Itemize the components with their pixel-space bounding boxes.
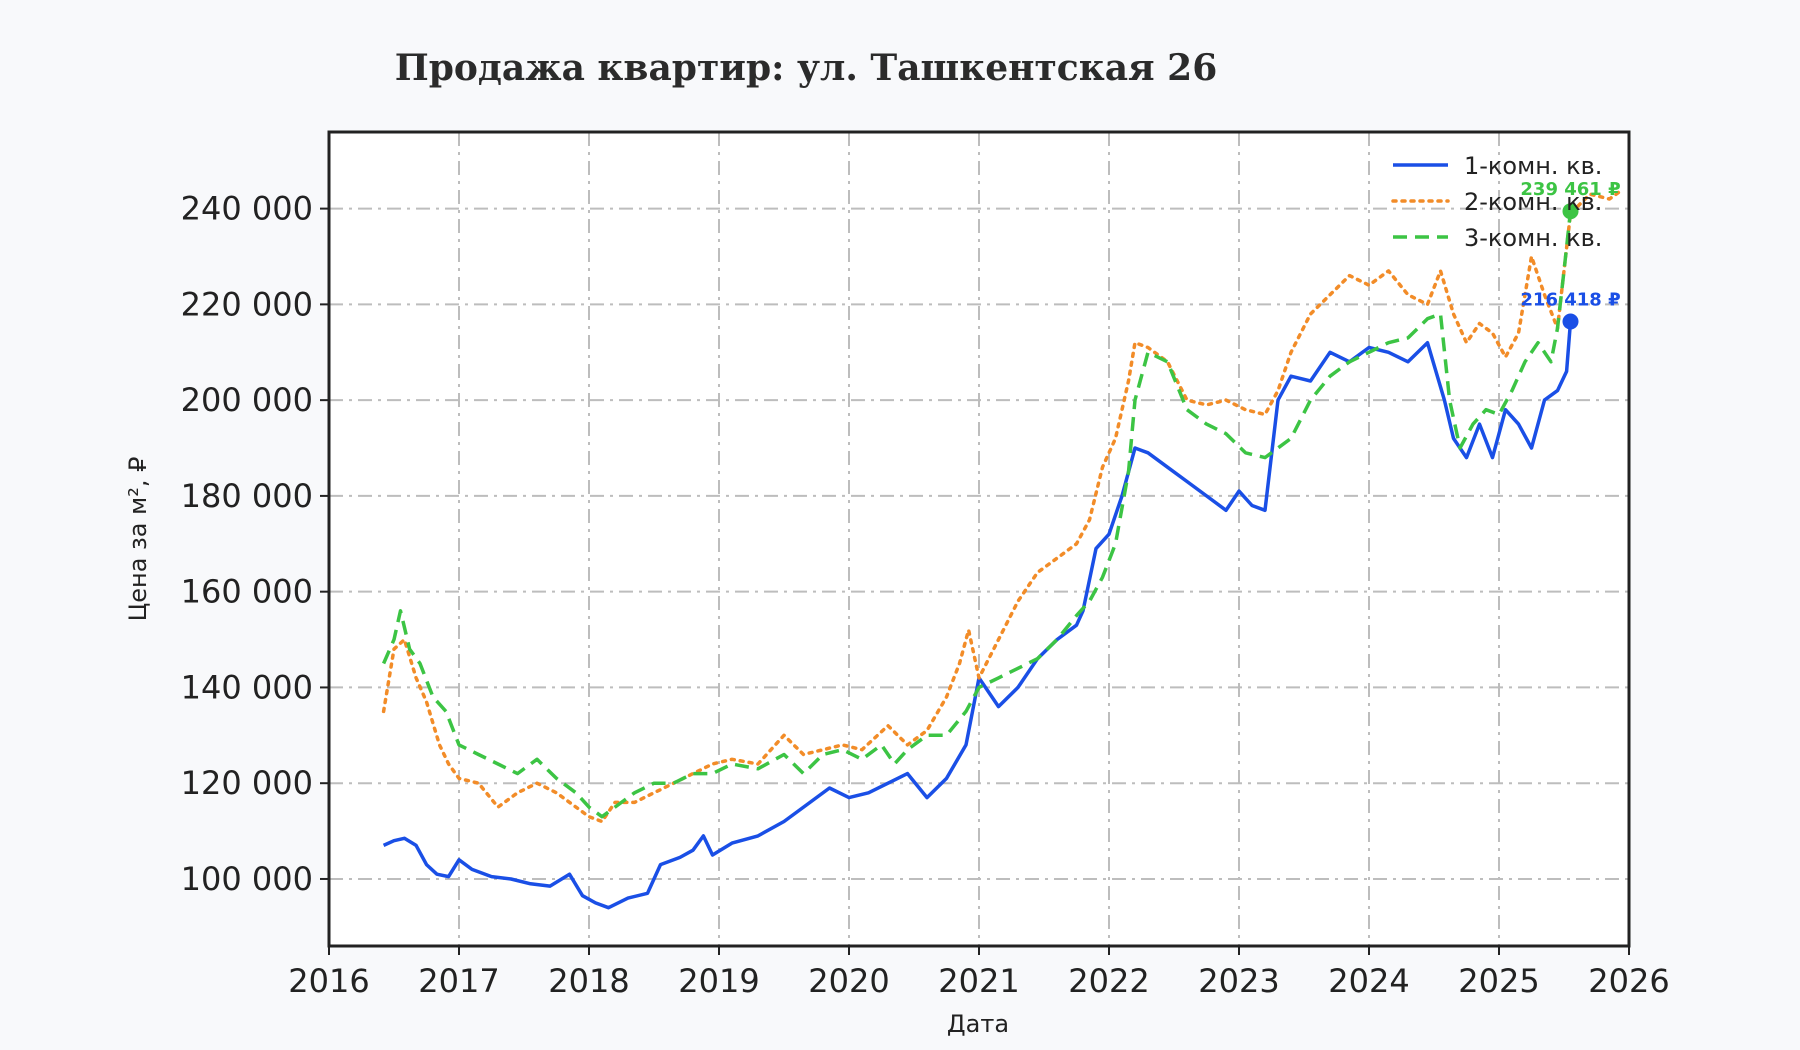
x-tick-label: 2016 <box>288 962 369 1000</box>
series-line-1 <box>382 321 1573 910</box>
x-tick-label: 2024 <box>1328 962 1409 1000</box>
x-tick-label: 2017 <box>418 962 499 1000</box>
x-axis: 2016 2017 2018 2019 2020 2021 2022 2023 2024 2025… <box>288 946 1670 1000</box>
y-tick-label: 220 000 <box>181 285 313 323</box>
series-line-3 <box>381 211 1573 819</box>
legend-label: 1-комн. кв. <box>1464 152 1602 180</box>
x-tick-label: 2026 <box>1588 962 1669 1000</box>
end-value-label: 239 461 ₽ <box>1520 179 1620 200</box>
x-tick-label: 2018 <box>548 962 629 1000</box>
legend-label: 2-комн. кв. <box>1464 188 1602 216</box>
x-tick-label: 2023 <box>1198 962 1279 1000</box>
y-tick-label: 200 000 <box>181 381 313 419</box>
y-tick-label: 100 000 <box>181 860 313 898</box>
legend: 1-комн. кв. 2-комн. кв. 3-комн. кв. <box>1391 152 1602 252</box>
y-tick-label: 240 000 <box>181 190 313 228</box>
series-layer <box>381 187 1625 910</box>
series-line-2 <box>381 187 1625 824</box>
x-tick-label: 2022 <box>1068 962 1149 1000</box>
y-axis: 100 000 120 000 140 000 160 000 180 000 200 0… <box>181 190 329 898</box>
x-tick-label: 2021 <box>938 962 1019 1000</box>
x-axis-label: Дата <box>947 1010 1009 1038</box>
legend-label: 3-комн. кв. <box>1464 224 1602 252</box>
end-point-marker <box>1562 313 1579 330</box>
y-tick-label: 140 000 <box>181 668 313 706</box>
x-tick-label: 2025 <box>1458 962 1539 1000</box>
y-tick-label: 180 000 <box>181 477 313 515</box>
end-point-marker <box>1562 203 1579 220</box>
grid <box>329 132 1629 946</box>
chart-title: Продажа квартир: ул. Ташкентская 26 <box>395 47 1218 89</box>
x-tick-label: 2020 <box>808 962 889 1000</box>
x-tick-label: 2019 <box>678 962 759 1000</box>
y-tick-label: 120 000 <box>181 764 313 802</box>
y-tick-label: 160 000 <box>181 573 313 611</box>
end-labels: 216 418 ₽ 239 461 ₽ <box>1520 179 1621 330</box>
end-value-label: 216 418 ₽ <box>1520 290 1620 311</box>
y-axis-label: Цена за м², ₽ <box>124 457 152 622</box>
